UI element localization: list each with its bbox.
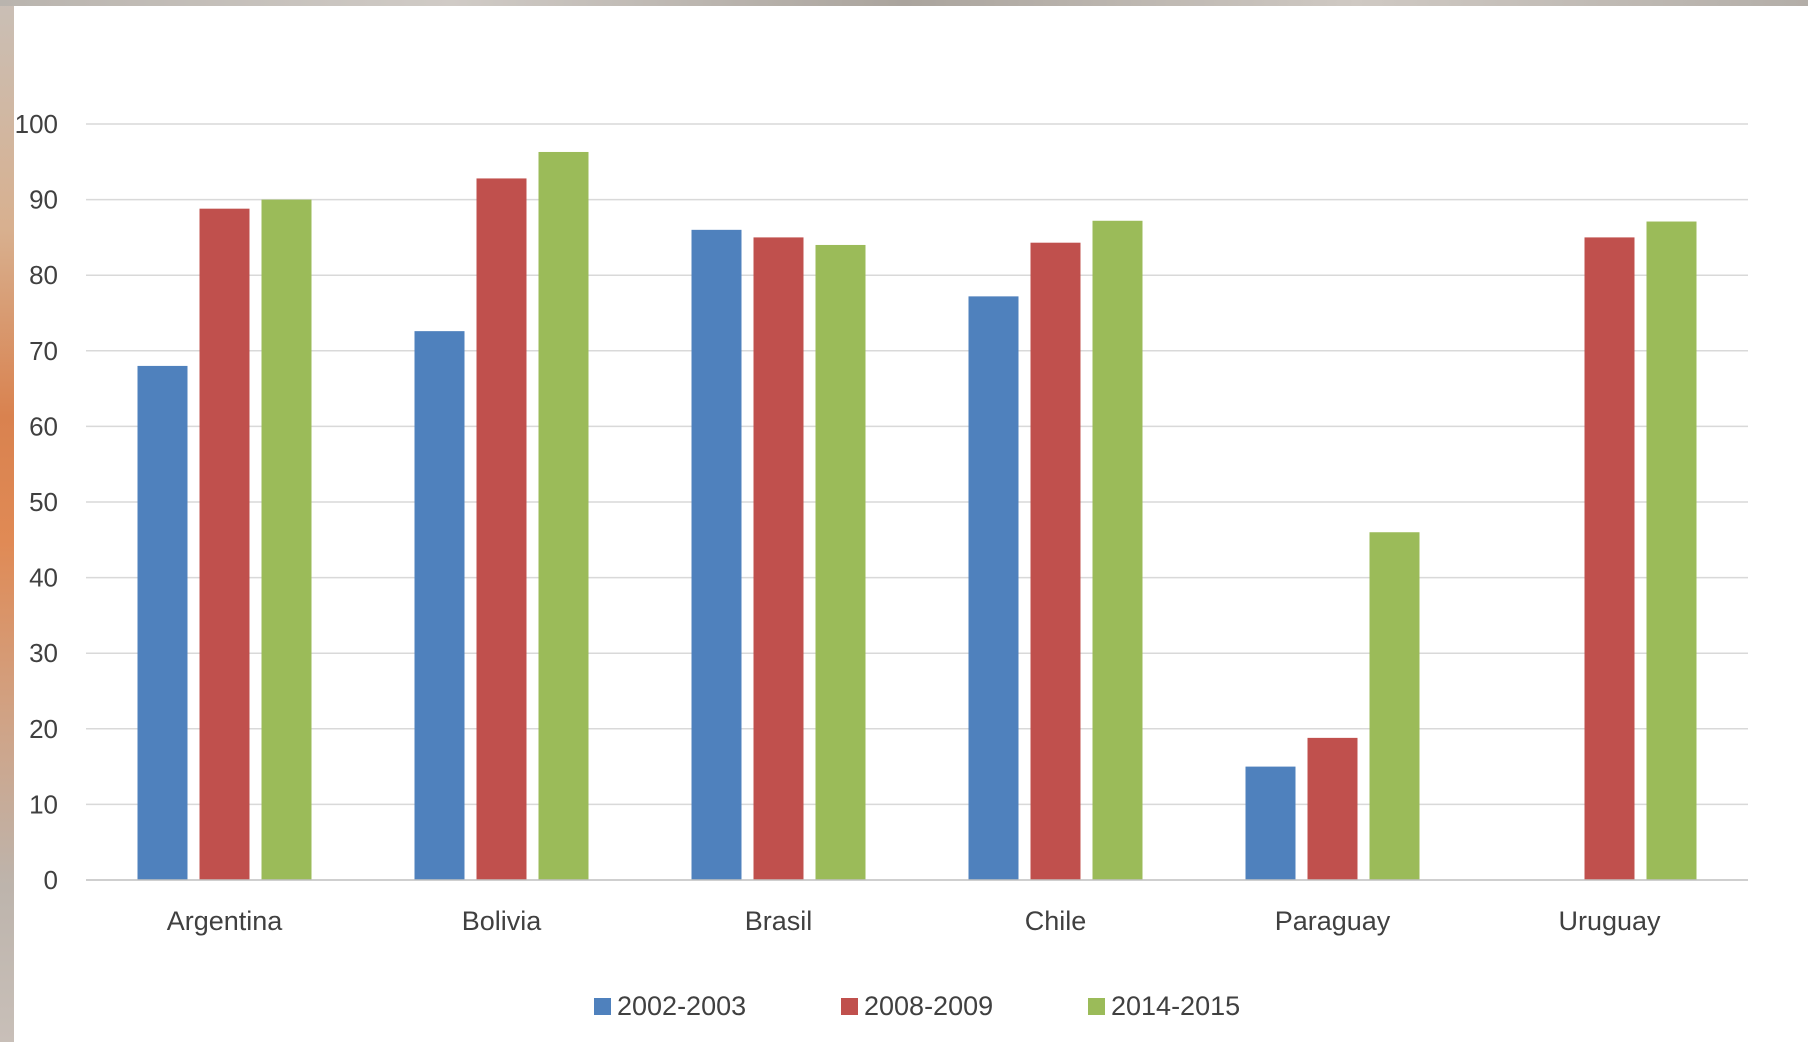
gridlines — [86, 123, 1748, 806]
bar-brasil-2014-2015 — [815, 244, 866, 880]
bar-chile-2014-2015 — [1092, 220, 1143, 880]
background-texture-left — [0, 0, 14, 1042]
bar-argentina-2002-2003 — [137, 365, 188, 880]
bar-paraguay-2002-2003 — [1245, 766, 1296, 880]
y-axis-tick-labels: 0 10 20 30 40 50 60 70 80 90 100 — [15, 109, 58, 895]
y-tick-label-30: 30 — [29, 638, 58, 668]
bar-uruguay-2014-2015 — [1646, 221, 1697, 881]
x-category-label-argentina: Argentina — [167, 906, 284, 936]
y-tick-label-90: 90 — [29, 185, 58, 215]
bar-bolivia-2002-2003 — [414, 331, 465, 880]
y-tick-label-60: 60 — [29, 411, 58, 441]
bar-paraguay-2008-2009 — [1307, 737, 1358, 880]
bar-chile-2002-2003 — [968, 296, 1019, 880]
legend-label-2002-2003: 2002-2003 — [617, 991, 746, 1021]
x-category-label-uruguay: Uruguay — [1558, 906, 1661, 936]
bar-bolivia-2008-2009 — [476, 178, 527, 880]
y-tick-label-70: 70 — [29, 336, 58, 366]
background-texture-top — [0, 0, 1808, 6]
legend-label-2014-2015: 2014-2015 — [1111, 991, 1240, 1021]
legend-label-2008-2009: 2008-2009 — [864, 991, 993, 1021]
x-category-label-paraguay: Paraguay — [1275, 906, 1391, 936]
bar-argentina-2014-2015 — [261, 199, 312, 881]
bars — [137, 151, 1697, 881]
y-tick-label-50: 50 — [29, 487, 58, 517]
y-tick-label-100: 100 — [15, 109, 58, 139]
bar-bolivia-2014-2015 — [538, 151, 589, 881]
legend: 2002-2003 2008-2009 2014-2015 — [594, 991, 1240, 1021]
x-category-label-bolivia: Bolivia — [462, 906, 543, 936]
bar-brasil-2002-2003 — [691, 229, 742, 881]
bar-uruguay-2008-2009 — [1584, 237, 1635, 880]
x-category-label-brasil: Brasil — [745, 906, 813, 936]
x-axis-category-labels: Argentina Bolivia Brasil Chile Paraguay Urugu… — [167, 906, 1661, 936]
y-tick-label-0: 0 — [44, 865, 58, 895]
bar-argentina-2008-2009 — [199, 208, 250, 880]
y-tick-label-40: 40 — [29, 563, 58, 593]
legend-swatch-2002-2003 — [594, 998, 611, 1015]
x-category-label-chile: Chile — [1025, 906, 1087, 936]
legend-swatch-2014-2015 — [1088, 998, 1105, 1015]
bar-paraguay-2014-2015 — [1369, 532, 1420, 880]
bar-chile-2008-2009 — [1030, 242, 1081, 880]
y-tick-label-20: 20 — [29, 714, 58, 744]
legend-swatch-2008-2009 — [841, 998, 858, 1015]
y-tick-label-10: 10 — [29, 789, 58, 819]
bar-brasil-2008-2009 — [753, 237, 804, 880]
y-tick-label-80: 80 — [29, 260, 58, 290]
